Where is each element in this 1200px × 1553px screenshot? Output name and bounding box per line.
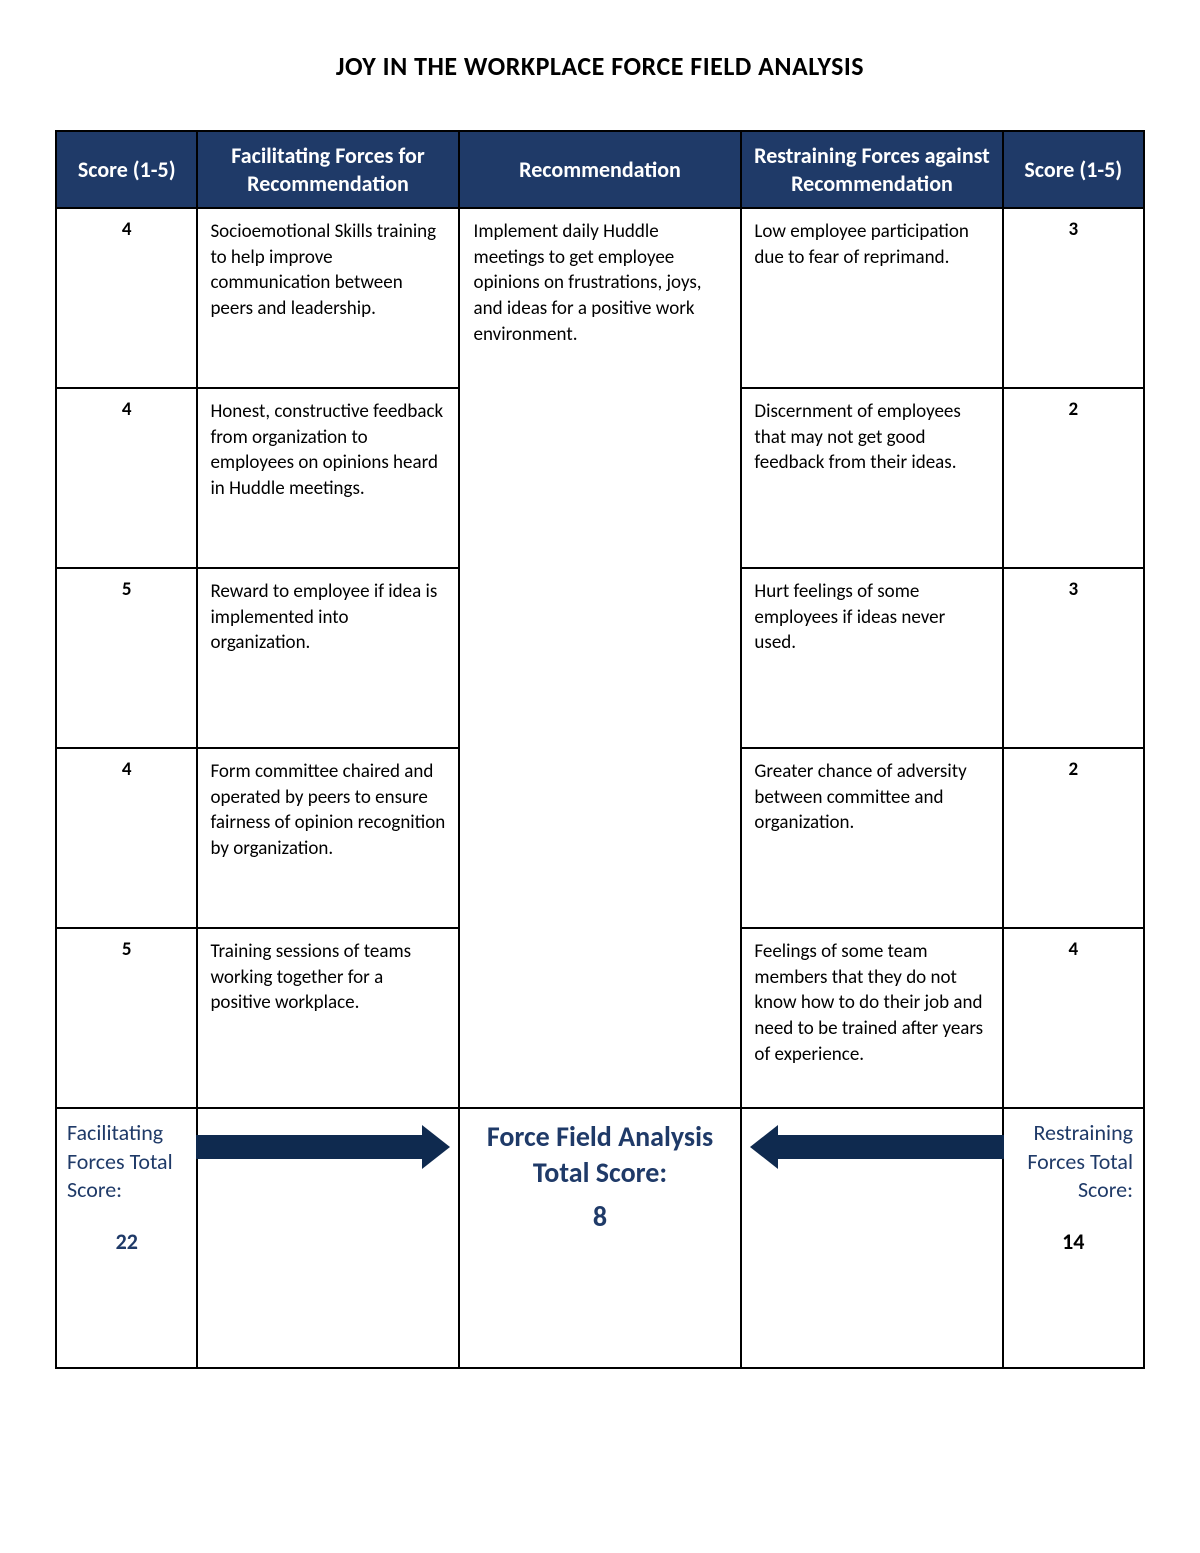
totals-row: Facilitating Forces Total Score: 22 Forc… (56, 1108, 1144, 1368)
restraining-cell: Greater chance of adversity between comm… (741, 748, 1002, 928)
restraining-total-label: Restraining Forces Total Score: (1014, 1119, 1133, 1205)
facilitating-cell: Reward to employee if idea is implemente… (197, 568, 458, 748)
restraining-cell: Discernment of employees that may not ge… (741, 388, 1002, 568)
facilitating-total-score: 22 (67, 1227, 186, 1257)
score-left-cell: 4 (56, 208, 197, 388)
facilitating-cell: Training sessions of teams working toget… (197, 928, 458, 1108)
score-left-cell: 4 (56, 748, 197, 928)
facilitating-cell: Socioemotional Skills training to help i… (197, 208, 458, 388)
arrow-right-icon (196, 1131, 449, 1163)
table-header-row: Score (1-5) Facilitating Forces for Reco… (56, 131, 1144, 208)
center-total-cell: Force Field Analysis Total Score: 8 (459, 1108, 742, 1368)
score-left-cell: 5 (56, 568, 197, 748)
arrow-left-cell (741, 1108, 1002, 1368)
score-left-cell: 5 (56, 928, 197, 1108)
restraining-total-cell: Restraining Forces Total Score: 14 (1003, 1108, 1144, 1368)
restraining-cell: Low employee participation due to fear o… (741, 208, 1002, 388)
recommendation-cell: Implement daily Huddle meetings to get e… (459, 208, 742, 1108)
score-right-cell: 3 (1003, 208, 1144, 388)
score-right-cell: 2 (1003, 748, 1144, 928)
facilitating-total-cell: Facilitating Forces Total Score: 22 (56, 1108, 197, 1368)
col-header-score-right: Score (1-5) (1003, 131, 1144, 208)
col-header-recommendation: Recommendation (459, 131, 742, 208)
facilitating-cell: Honest, constructive feedback from organ… (197, 388, 458, 568)
facilitating-cell: Form committee chaired and operated by p… (197, 748, 458, 928)
page-title: JOY IN THE WORKPLACE FORCE FIELD ANALYSI… (55, 50, 1145, 82)
center-total-score: 8 (470, 1198, 731, 1236)
restraining-total-score: 14 (1014, 1227, 1133, 1257)
table-row: 4 Socioemotional Skills training to help… (56, 208, 1144, 388)
arrow-left-icon (750, 1131, 1003, 1163)
score-right-cell: 2 (1003, 388, 1144, 568)
center-total-label: Force Field Analysis Total Score: (470, 1119, 731, 1192)
restraining-cell: Hurt feelings of some employees if ideas… (741, 568, 1002, 748)
restraining-cell: Feelings of some team members that they … (741, 928, 1002, 1108)
facilitating-total-label: Facilitating Forces Total Score: (67, 1119, 186, 1205)
col-header-facilitating: Facilitating Forces for Recommendation (197, 131, 458, 208)
score-right-cell: 3 (1003, 568, 1144, 748)
score-left-cell: 4 (56, 388, 197, 568)
force-field-table: Score (1-5) Facilitating Forces for Reco… (55, 130, 1145, 1369)
score-right-cell: 4 (1003, 928, 1144, 1108)
arrow-right-cell (197, 1108, 458, 1368)
col-header-restraining: Restraining Forces against Recommendatio… (741, 131, 1002, 208)
col-header-score-left: Score (1-5) (56, 131, 197, 208)
